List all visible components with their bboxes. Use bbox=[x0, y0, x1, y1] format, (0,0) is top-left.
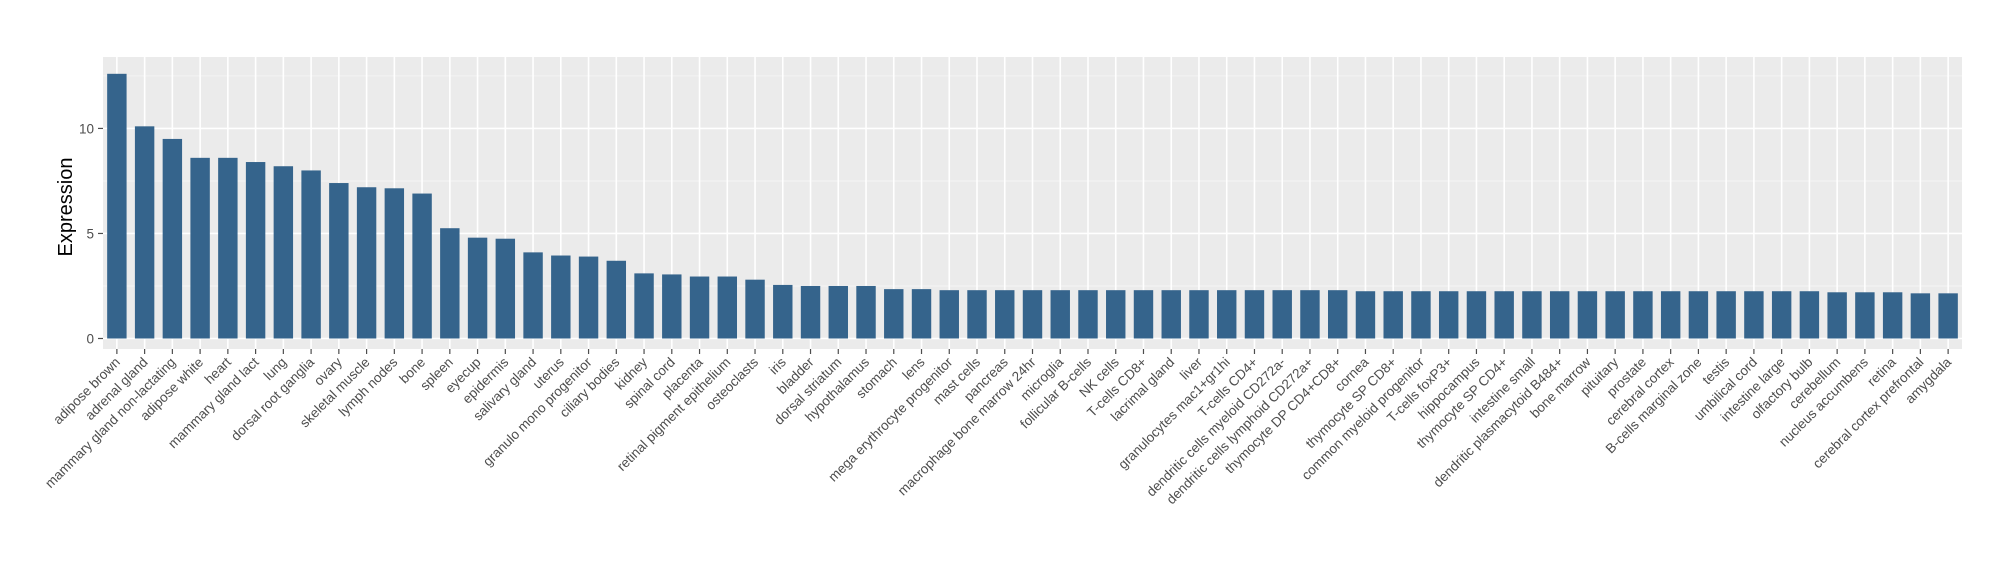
bar bbox=[384, 188, 405, 339]
bar bbox=[911, 289, 932, 339]
bar bbox=[1466, 291, 1487, 339]
bar bbox=[1022, 290, 1043, 339]
bar bbox=[1272, 290, 1292, 339]
bar bbox=[467, 237, 488, 339]
bar bbox=[1050, 290, 1070, 339]
bar bbox=[1688, 291, 1709, 339]
y-axis-title: Expression bbox=[55, 158, 77, 257]
bar bbox=[1882, 292, 1903, 339]
bar bbox=[1438, 291, 1459, 339]
bar bbox=[773, 284, 793, 339]
bar bbox=[1855, 292, 1875, 339]
y-tick-label: 0 bbox=[86, 331, 94, 346]
bar bbox=[134, 126, 155, 339]
bar bbox=[967, 290, 987, 339]
bar bbox=[606, 260, 627, 339]
bar bbox=[190, 157, 210, 339]
bar bbox=[1605, 291, 1625, 339]
bar bbox=[717, 276, 738, 339]
bar bbox=[1938, 293, 1958, 339]
bar bbox=[1161, 290, 1181, 339]
bar bbox=[1411, 291, 1431, 339]
bar bbox=[1827, 292, 1847, 339]
bar bbox=[1383, 291, 1403, 339]
bar bbox=[1494, 291, 1514, 339]
bar bbox=[689, 276, 710, 339]
bar bbox=[1799, 291, 1820, 339]
bar bbox=[800, 285, 821, 339]
bar bbox=[578, 256, 599, 339]
bar bbox=[107, 73, 127, 339]
bar bbox=[634, 273, 654, 339]
bar bbox=[495, 238, 516, 339]
bar bbox=[551, 255, 571, 339]
y-tick-label: 5 bbox=[86, 226, 94, 241]
bar bbox=[1522, 291, 1542, 339]
bar bbox=[1633, 291, 1653, 339]
bar bbox=[856, 285, 876, 339]
bar bbox=[329, 183, 349, 339]
bar bbox=[1078, 290, 1098, 339]
bar bbox=[218, 157, 238, 339]
bar bbox=[412, 193, 432, 339]
bar bbox=[1660, 291, 1681, 339]
bar bbox=[356, 187, 377, 339]
bar bbox=[1244, 290, 1265, 339]
bar bbox=[162, 138, 183, 339]
bar bbox=[523, 252, 543, 339]
y-tick-label: 10 bbox=[79, 121, 94, 136]
bar bbox=[1744, 291, 1764, 339]
bar bbox=[828, 285, 848, 339]
bars bbox=[107, 73, 1958, 339]
bar bbox=[1217, 290, 1237, 339]
bar bbox=[1300, 290, 1320, 339]
bar bbox=[1189, 290, 1209, 339]
bar bbox=[1106, 290, 1126, 339]
bar bbox=[440, 228, 460, 339]
bar bbox=[884, 289, 904, 339]
bar bbox=[1716, 291, 1736, 339]
bar bbox=[1771, 291, 1792, 339]
bar bbox=[301, 170, 321, 339]
bar bbox=[1133, 290, 1154, 339]
bar bbox=[1910, 293, 1931, 339]
bar bbox=[273, 166, 294, 339]
bar bbox=[939, 290, 959, 339]
bar bbox=[1549, 291, 1570, 339]
bar bbox=[1355, 291, 1376, 339]
bar bbox=[1327, 290, 1348, 339]
bar bbox=[995, 290, 1015, 339]
bar bbox=[662, 274, 682, 339]
bar bbox=[245, 162, 266, 339]
bar bbox=[745, 279, 765, 339]
bar bbox=[1577, 291, 1598, 339]
y-axis: 0 5 10 bbox=[79, 121, 103, 346]
